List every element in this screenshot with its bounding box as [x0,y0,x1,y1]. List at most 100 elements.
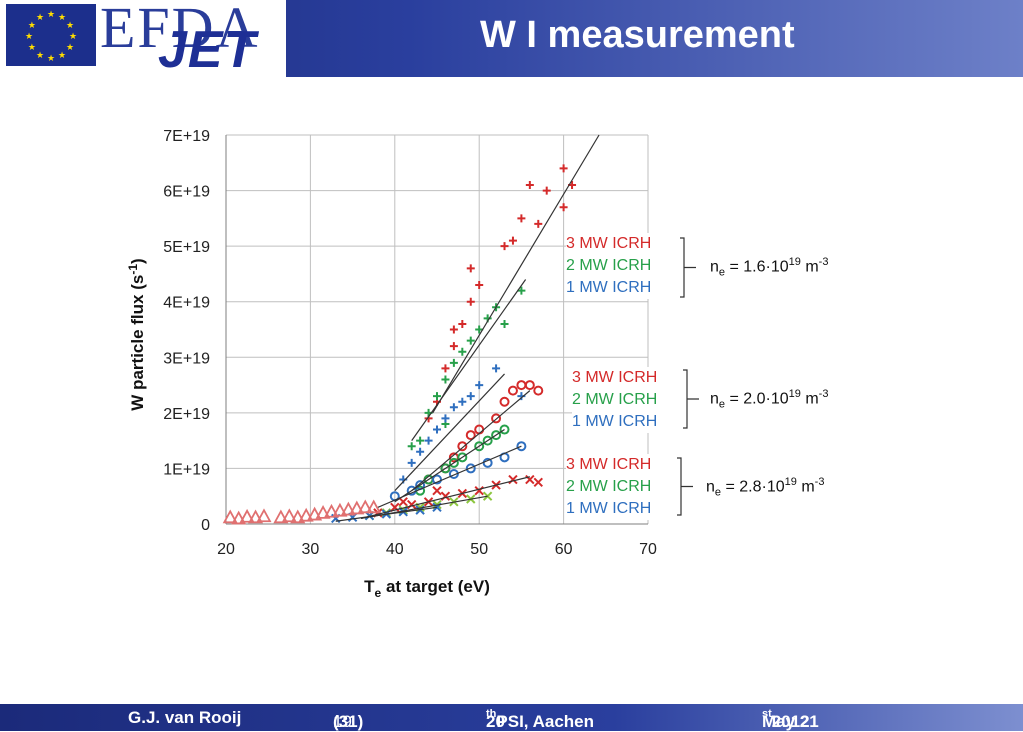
data-point-cross [533,477,543,488]
data-point-cross [508,474,518,485]
data-point-cross [432,485,442,496]
data-point-circle [499,424,510,435]
flag-star: ★ [47,9,55,19]
data-point-triangle [281,508,297,523]
data-point-plus [424,436,433,445]
data-point-plus [525,181,534,190]
fit-line [432,134,600,414]
fit-line [377,445,522,508]
data-point-circle [499,396,510,407]
density-label-2: ne = 2.0·1019 m-3 [710,388,829,411]
data-point-circle [448,468,459,479]
y-tick-label: 6E+19 [163,184,210,201]
data-point-triangle [323,503,340,518]
fit-line [411,390,531,492]
y-tick-label: 1E+19 [163,461,210,478]
group-bracket [680,237,696,298]
page-title: W I measurement [480,14,795,56]
flag-star: ★ [28,42,36,52]
data-point-circle [457,452,468,463]
logo-jet-text: JET [158,21,257,79]
fit-line [394,429,505,503]
group-bracket [677,457,693,516]
data-point-plus [466,264,475,273]
density-label-3: ne = 2.8·1019 m-3 [706,476,825,499]
data-point-plus [449,342,458,351]
data-point-plus [517,214,526,223]
data-point-plus [534,219,543,228]
flag-star: ★ [47,53,55,63]
flag-star: ★ [69,31,77,41]
data-point-triangle [340,501,356,516]
data-point-plus [416,447,425,456]
data-point-plus [433,392,441,401]
eu-flag-icon: ★★★★★★★★★ ★ ★★ [6,4,96,66]
legend-group-3: 3 MW ICRH 2 MW ICRH 1 MW ICRH [566,454,674,520]
y-tick-label: 2E+19 [163,406,210,423]
slide-header: ★ ★ ★ ★ ★ ★ ★ ★ ★ ★ ★ ★ EFDA JET W I measurement [0,0,1023,79]
group-bracket [683,369,699,429]
data-point-circle [448,457,459,468]
data-point-triangle [366,499,382,514]
data-point-plus [475,381,484,390]
data-point-plus [559,203,568,212]
x-tick-label: 40 [386,541,404,558]
y-tick-label: 4E+19 [163,295,210,312]
data-point-plus [559,164,568,173]
data-point-circle [491,413,502,424]
data-point-circle [482,435,493,446]
data-point-plus [475,281,484,290]
data-point-plus [466,392,475,401]
data-point-circle [465,463,476,474]
data-point-plus [508,236,517,245]
data-point-circle [465,430,476,441]
data-point-plus [492,364,501,373]
data-point-circle [524,380,535,391]
flag-star: ★ [36,12,44,22]
data-point-circle [432,474,442,485]
legend-label: 1 MW ICRH [572,413,658,430]
data-point-triangle [248,509,264,524]
w-flux-scatter-chart: 20 30 40 50 60 70 0 1E+19 2E+19 3E+19 4E+19 5E+19 6E… [126,128,699,600]
data-point-plus [517,286,526,295]
data-point-triangle [222,509,238,524]
data-point-plus [407,442,416,451]
data-point-plus [441,364,450,373]
legend-label: 1 MW ICRH [566,279,652,296]
logo-efda-text: EFDA [100,0,260,60]
data-point-triangle [315,505,331,519]
data-point-plus [542,186,551,195]
legend-label: 2 MW ICRH [566,478,652,495]
fit-line [394,373,505,492]
flag-star: ★ [66,42,74,52]
data-point-plus [441,414,450,423]
footer-author: G.J. van Rooij [128,708,242,727]
legend-group-1: 3 MW ICRH 2 MW ICRH 1 MW ICRH [566,233,674,299]
data-point-cross [398,497,408,507]
data-point-circle [491,430,502,441]
data-point-plus [441,375,450,384]
data-point-plus [458,347,467,356]
data-point-circle [440,463,451,474]
flag-star: ★ [58,50,66,60]
legend-group-2: 3 MW ICRH 2 MW ICRH 1 MW ICRH [572,367,680,433]
data-point-cross [406,499,417,510]
flag-star: ★ [25,31,33,41]
data-point-circle [533,385,544,396]
data-point-plus [466,297,475,306]
data-point-triangle [349,500,365,515]
data-point-triangle [357,499,373,514]
efda-jet-logo: ★ ★ ★ ★ ★ ★ ★ ★ ★ ★ ★ ★ EFDA JET [0,0,286,79]
flag-star: ★ [36,50,44,60]
legend-label: 3 MW ICRH [572,369,658,386]
x-tick-label: 60 [555,541,573,558]
data-point-plus [416,436,425,445]
data-point-plus [466,336,475,345]
data-point-circle [516,441,527,452]
y-tick-label: 0 [201,517,210,534]
legend-label: 2 MW ICRH [572,391,658,408]
data-point-triangle [256,508,272,523]
